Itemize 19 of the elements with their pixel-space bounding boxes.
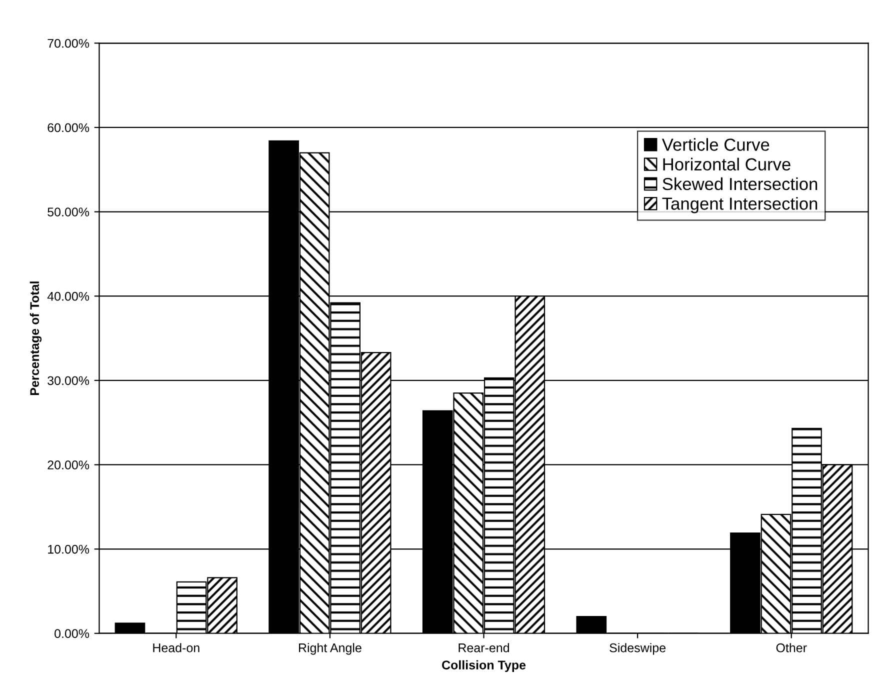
x-tick-label: Other <box>776 643 807 652</box>
x-tick-label: Sideswipe <box>610 643 666 655</box>
x-tick-label: Head-on <box>153 643 200 652</box>
legend-label: Verticle Curve <box>662 138 770 151</box>
y-tick-label: 30.00% <box>48 376 90 386</box>
x-axis-title: Collision Type <box>442 660 526 672</box>
y-tick-label: 40.00% <box>47 292 90 301</box>
y-tick-label: 50.00% <box>48 208 90 216</box>
y-tick-label: 60.00% <box>48 123 90 132</box>
y-tick-label: 20.00% <box>48 460 90 470</box>
x-tick-label: Rear-end <box>458 643 510 652</box>
legend-label: Horizontal Curve <box>663 158 790 171</box>
x-tick-label: Right Angle <box>299 643 362 655</box>
y-tick-label: 70.00% <box>48 38 90 48</box>
y-tick-label: 0.00% <box>54 629 90 638</box>
y-tick-label: 10.00% <box>48 544 90 554</box>
legend-label: Tangent Intersection <box>662 197 818 214</box>
legend-label: Skewed Intersection <box>662 177 818 190</box>
y-axis-title: Percentage of Total <box>30 282 42 395</box>
